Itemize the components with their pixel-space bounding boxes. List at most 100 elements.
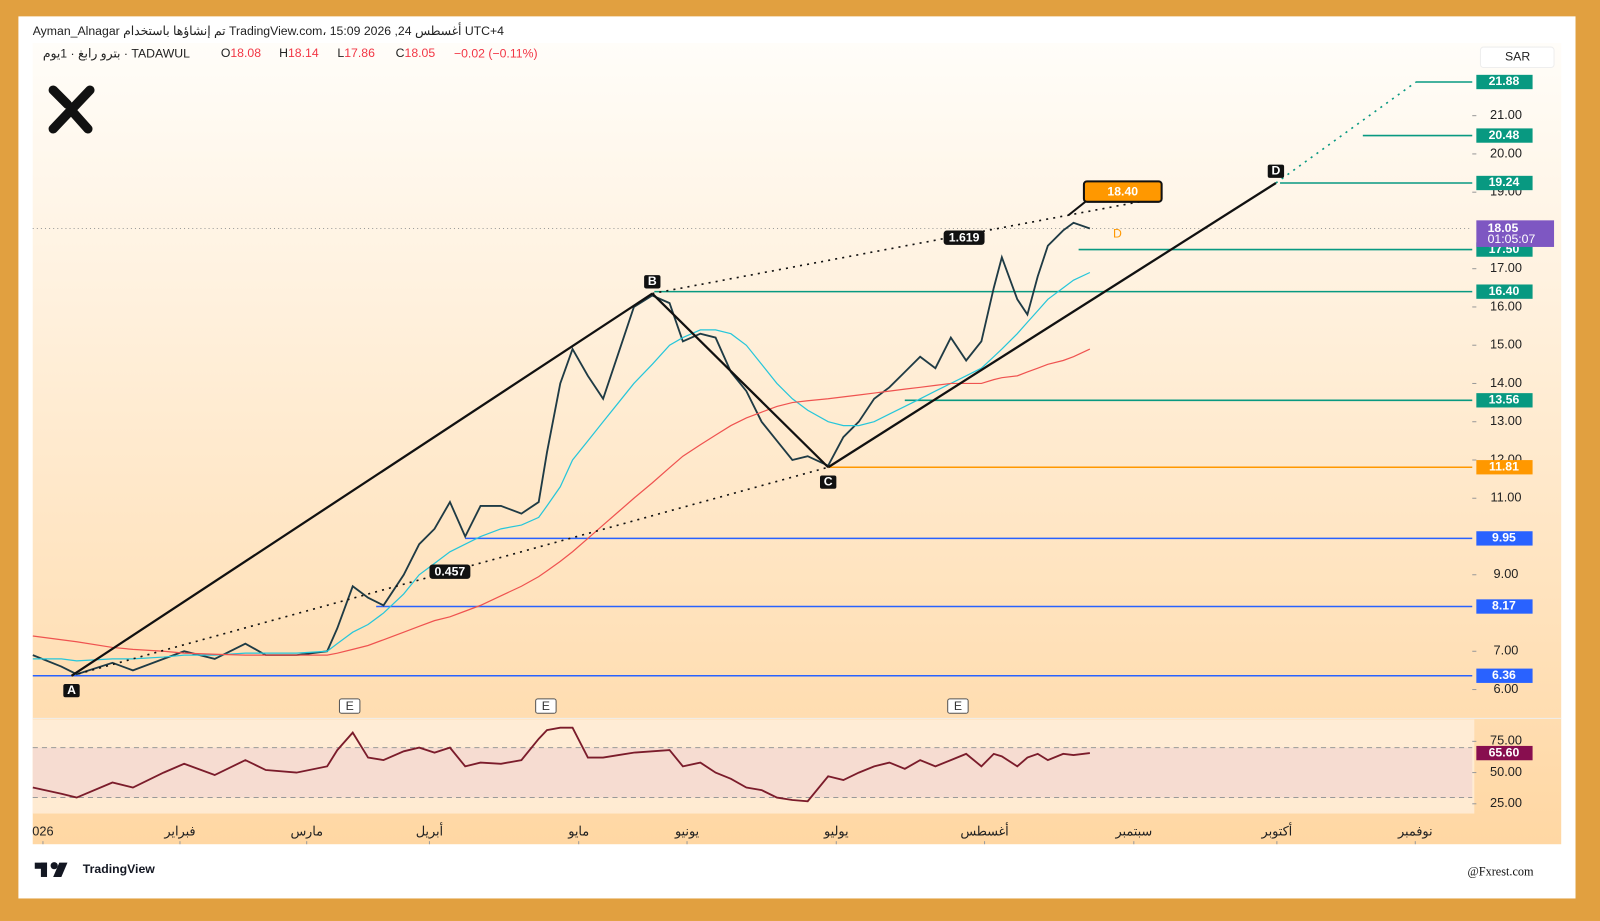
rsi-line <box>32 726 1090 803</box>
rsi-tag <box>1476 745 1533 761</box>
ohlc-item: H18.14 <box>279 46 319 60</box>
pattern-point <box>644 275 661 289</box>
level-label: 21.88 <box>1489 74 1520 88</box>
level-label: 9.95 <box>1492 531 1516 545</box>
y-tick-label: 6.00 <box>1494 681 1519 696</box>
pattern-label: D <box>1271 163 1280 177</box>
x-tick-label: أكتوبر <box>1261 822 1293 839</box>
level-tag <box>1476 175 1533 191</box>
rsi-tick-label: 75.00 <box>1490 733 1522 748</box>
level-tag <box>1476 531 1533 546</box>
pattern-label: B <box>648 274 657 288</box>
y-tick-label: 11.00 <box>1491 490 1522 505</box>
event-box <box>338 698 361 714</box>
plot: 6.007.009.0011.0012.0013.0014.0015.0016.… <box>32 74 1555 845</box>
rsi-tick-label: 25.00 <box>1490 795 1522 810</box>
pattern-label: A <box>67 683 76 697</box>
x-tick-label: أغسطس <box>960 822 1008 839</box>
last-price-label: 18.05 <box>1488 221 1519 235</box>
event-label: E <box>542 699 550 713</box>
watermark: @Fxrest.com <box>1467 865 1534 879</box>
symbol: بترو رابغ · 1يوم · TADAWUL <box>43 46 190 60</box>
y-tick-label: 9.00 <box>1494 566 1519 581</box>
level-label: 8.17 <box>1492 599 1516 613</box>
y-tick-label: 15.00 <box>1490 337 1522 352</box>
ohlc-item: L17.86 <box>337 46 375 60</box>
y-tick-label: 7.00 <box>1494 643 1519 658</box>
ohlc-value: 18.05 <box>405 46 436 60</box>
fib-label: 0.457 <box>435 564 466 578</box>
credit: Ayman_Alnagar تم إنشاؤها باستخدام Tradin… <box>33 23 504 39</box>
pattern-point <box>63 683 80 698</box>
level-tag <box>1476 74 1533 90</box>
last-price-tag <box>1476 220 1555 247</box>
fib-box <box>429 564 471 579</box>
ohlc-item: O18.08 <box>221 46 261 60</box>
x-tick-label: مايو <box>567 823 589 839</box>
brand: TradingView <box>83 862 155 876</box>
rsi-tick-label: 50.00 <box>1490 764 1522 779</box>
level-label: 16.40 <box>1489 284 1520 298</box>
level-label: 20.48 <box>1489 128 1520 142</box>
y-tick-label: 20.00 <box>1490 145 1522 160</box>
x-tick-label: أبريل <box>416 822 443 839</box>
chart-bg <box>32 42 1562 845</box>
leg-bc <box>651 292 829 469</box>
pattern-point <box>1267 164 1285 178</box>
rsi-tag-label: 65.60 <box>1489 745 1520 759</box>
level-label: 11.81 <box>1489 459 1519 473</box>
level-tag <box>1476 393 1533 408</box>
target-box <box>1082 180 1163 203</box>
y-tick-label: 13.00 <box>1490 413 1522 428</box>
pattern-point <box>819 475 837 489</box>
x-tick-label: سبتمبر <box>1114 823 1152 839</box>
ohlc-key: H <box>279 46 288 60</box>
ohlc: O18.08 H18.14 L17.86 C18.05 −0.02 (−0.11%) <box>221 46 538 60</box>
x-tick-label: يوليو <box>823 823 849 839</box>
ohlc-value: 18.08 <box>230 46 261 60</box>
level-tag <box>1476 460 1533 475</box>
level-tag <box>1476 128 1533 143</box>
level-label: 6.36 <box>1492 668 1516 682</box>
projection <box>1275 81 1417 184</box>
countdown: 01:05:07 <box>1488 232 1536 246</box>
leg-ac <box>71 466 829 677</box>
y-tick-label: 16.00 <box>1490 298 1522 313</box>
fib-label: 1.619 <box>949 230 980 244</box>
x-tick-label: نوفمبر <box>1397 823 1433 839</box>
logo <box>48 85 95 134</box>
event-label: E <box>346 699 354 713</box>
target-label: 18.40 <box>1107 184 1138 198</box>
ohlc-key: C <box>396 46 405 60</box>
x-tick-label: 026 <box>32 823 53 838</box>
x-tick-label: فبراير <box>163 823 195 839</box>
currency-box <box>1479 46 1555 69</box>
ohlc-value: 17.86 <box>344 46 375 60</box>
change: −0.02 (−0.11%) <box>454 46 538 60</box>
ohlc-item: C18.05 <box>396 46 436 60</box>
y-tick-label: 14.00 <box>1490 375 1522 390</box>
moving-average <box>32 271 1091 662</box>
level-tag <box>1476 284 1533 299</box>
ohlc-key: L <box>337 46 344 60</box>
event-box <box>947 698 969 714</box>
ohlc-key: O <box>221 46 231 60</box>
fib-box <box>943 230 985 245</box>
level-label: 13.56 <box>1489 393 1520 407</box>
level-tag <box>1476 668 1533 683</box>
leg-cd <box>827 182 1277 469</box>
level-tag <box>1476 599 1533 614</box>
ohlc-value: 18.14 <box>288 46 319 60</box>
y-tick-label: 17.00 <box>1490 260 1522 275</box>
level-label: 19.24 <box>1489 175 1520 189</box>
projection-marker: D <box>1113 226 1122 240</box>
leg-ab <box>70 292 653 677</box>
x-tick-label: مارس <box>290 823 322 839</box>
pattern-label: C <box>824 474 833 488</box>
x-tick-label: يونيو <box>674 823 700 839</box>
event-box <box>535 698 557 714</box>
rsi-band <box>32 747 1473 798</box>
tv-logo <box>34 862 68 877</box>
